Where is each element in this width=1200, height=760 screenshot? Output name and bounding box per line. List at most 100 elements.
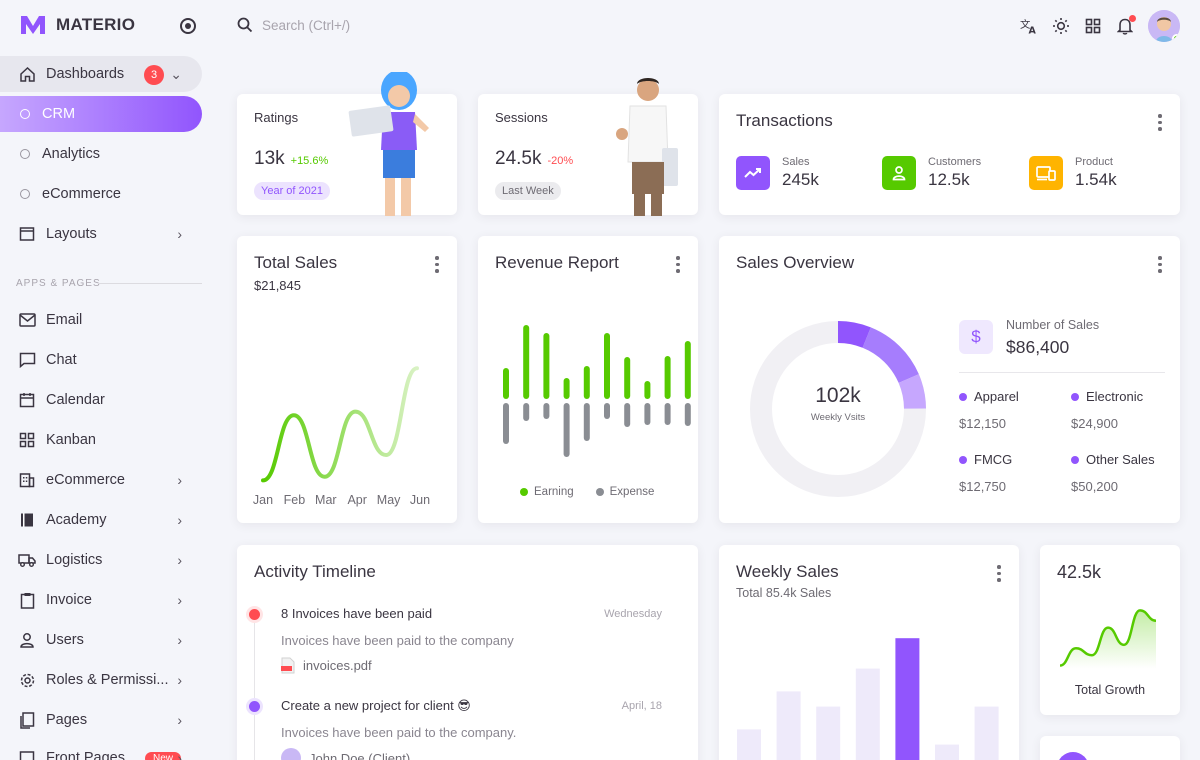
sales-item-electronic: Electronic $24,900 — [1071, 389, 1143, 431]
sidebar-item-crm[interactable]: CRM — [0, 96, 202, 132]
transaction-customers: Customers 12.5k — [882, 156, 981, 190]
donut-center-label: Weekly Vsits — [810, 412, 866, 423]
circle-icon — [20, 109, 30, 119]
sidebar-item-front-pages[interactable]: Front Pages New › — [0, 740, 202, 760]
sun-icon[interactable] — [1052, 17, 1070, 35]
more-options-icon[interactable] — [435, 256, 439, 276]
gear-icon — [18, 671, 36, 689]
client-avatar — [281, 748, 301, 760]
sidebar-item-pages[interactable]: Pages › — [0, 702, 202, 738]
sidebar-item-analytics[interactable]: Analytics — [0, 136, 202, 172]
chevron-right-icon: › — [177, 632, 182, 648]
transaction-value: 12.5k — [928, 170, 970, 189]
sidebar-item-kanban[interactable]: Kanban — [0, 422, 202, 458]
number-of-sales-value: $86,400 — [1006, 337, 1070, 357]
donut-center-value: 102k — [815, 384, 861, 407]
apps-grid-icon[interactable] — [1084, 17, 1102, 35]
sidebar-item-label: Users — [46, 632, 84, 648]
sidebar-item-logistics[interactable]: Logistics › — [0, 542, 202, 578]
sidebar-item-users[interactable]: Users › — [0, 622, 202, 658]
more-options-icon[interactable] — [1158, 114, 1162, 134]
more-options-icon[interactable] — [1158, 256, 1162, 276]
card-title: Transactions — [736, 111, 833, 130]
file-name: invoices.pdf — [303, 658, 372, 673]
sales-item-name: FMCG — [974, 452, 1013, 467]
card-title: Revenue Report — [495, 253, 619, 272]
chevron-right-icon: › — [177, 750, 182, 760]
transaction-product: Product 1.54k — [1029, 156, 1117, 190]
sidebar-item-calendar[interactable]: Calendar — [0, 382, 202, 418]
total-sales-chart: Jan Feb Mar Apr May Jun — [253, 366, 430, 507]
sidebar-item-ecommerce-dashboard[interactable]: eCommerce — [0, 176, 202, 212]
devices-icon — [1029, 156, 1063, 190]
mail-icon — [18, 311, 36, 329]
timeline-item-description: Invoices have been paid to the company — [281, 633, 514, 648]
sidebar-item-email[interactable]: Email — [0, 302, 202, 338]
sales-overview-card: Sales Overview 102k Weekly Vsits $ Numbe… — [719, 236, 1180, 523]
trending-up-icon — [736, 156, 770, 190]
sidebar-item-label: Email — [46, 312, 83, 328]
chevron-right-icon: › — [177, 592, 182, 608]
svg-text:文: 文 — [1020, 18, 1031, 31]
sidebar-item-label: Dashboards — [46, 66, 125, 82]
total-growth-card: 42.5k Total Growth — [1040, 545, 1180, 715]
bell-icon[interactable] — [1116, 15, 1136, 35]
sidebar-item-dashboards[interactable]: Dashboards 3 ⌄ — [0, 56, 202, 92]
sidebar-item-academy[interactable]: Academy › — [0, 502, 202, 538]
book-icon — [18, 511, 36, 529]
weekly-bar — [855, 668, 880, 760]
number-of-sales-label: Number of Sales — [1006, 318, 1100, 332]
client-name: John Doe (Client) — [309, 750, 411, 760]
brand[interactable]: MATERIO — [20, 14, 135, 36]
x-tick-label: Feb — [284, 493, 306, 507]
card-title: Sales Overview — [736, 253, 855, 272]
growth-area — [1060, 610, 1156, 669]
transaction-label: Product — [1075, 156, 1113, 168]
sidebar-item-invoice[interactable]: Invoice › — [0, 582, 202, 618]
more-options-icon[interactable] — [676, 256, 680, 276]
sidebar-item-label: Invoice — [46, 592, 92, 608]
weekly-bar — [816, 706, 841, 760]
card-title: Total Sales — [254, 253, 338, 272]
sales-item-apparel: Apparel $12,150 — [959, 389, 1019, 431]
more-options-icon[interactable] — [997, 565, 1001, 585]
sidebar-pin-toggle[interactable] — [180, 18, 196, 34]
sessions-value: 24.5k — [495, 148, 542, 169]
building-icon — [18, 471, 36, 489]
online-status-dot — [1172, 34, 1180, 42]
transactions-card: Transactions Sales 245k Customers 12.5k … — [719, 94, 1180, 215]
timeline-line — [254, 614, 255, 760]
timeline-item-date: April, 18 — [621, 700, 662, 712]
sidebar-item-label: Academy — [46, 512, 107, 528]
sidebar-item-roles[interactable]: Roles & Permissi... › — [0, 662, 202, 698]
sales-item-value: $12,750 — [959, 479, 1006, 494]
card-title: Ratings — [254, 110, 299, 125]
card-icon — [1057, 752, 1089, 760]
calendar-icon — [18, 391, 36, 409]
new-badge: New — [145, 751, 182, 760]
sidebar-item-chat[interactable]: Chat — [0, 342, 202, 378]
transaction-value: 1.54k — [1075, 170, 1117, 189]
timeline-item-description: Invoices have been paid to the company. — [281, 725, 517, 740]
sales-item-other: Other Sales $50,200 — [1071, 452, 1155, 494]
brand-name: MATERIO — [56, 15, 136, 34]
legend-dot — [959, 392, 967, 401]
revenue-legend: Earning Expense — [520, 486, 654, 498]
sidebar-item-label: Analytics — [42, 146, 101, 162]
sales-item-name: Other Sales — [1086, 452, 1155, 467]
transaction-label: Customers — [928, 156, 982, 168]
avatar[interactable] — [1148, 10, 1180, 42]
window-icon — [18, 749, 36, 760]
sessions-chip: Last Week — [495, 182, 561, 200]
invoice-file-link[interactable]: invoices.pdf — [281, 657, 372, 674]
ratings-value-row: 13k +15.6% — [254, 148, 328, 170]
card-title: Weekly Sales — [736, 562, 839, 581]
x-tick-label: May — [377, 493, 401, 507]
sidebar-item-layouts[interactable]: Layouts › — [0, 216, 202, 252]
sidebar-item-ecommerce[interactable]: eCommerce › — [0, 462, 202, 498]
search-input[interactable]: Search (Ctrl+/) — [236, 16, 350, 34]
ratings-value: 13k — [254, 148, 285, 169]
